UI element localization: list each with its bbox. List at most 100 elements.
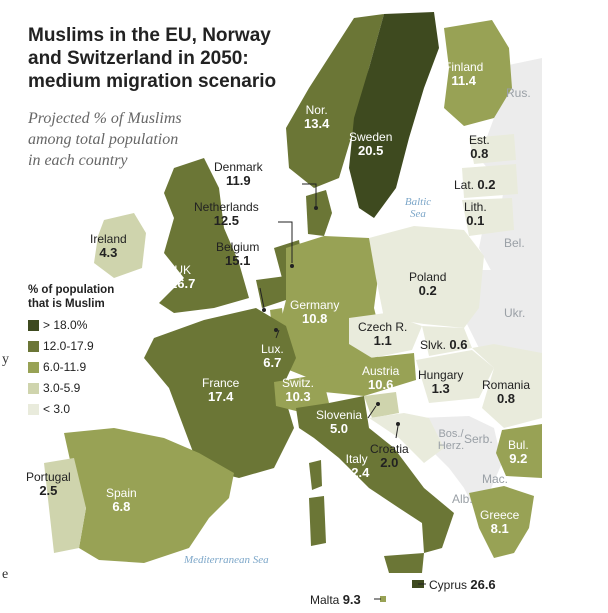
country-value: 10.3 bbox=[285, 389, 311, 404]
legend-title-line: that is Muslim bbox=[28, 298, 105, 310]
country-value: 0.1 bbox=[466, 213, 485, 228]
portugal-shape bbox=[44, 458, 86, 553]
legend-title-line: % of population bbox=[28, 284, 115, 296]
country-value: 20.5 bbox=[358, 143, 384, 158]
legend-title: % of population that is Muslim bbox=[28, 283, 114, 311]
lux-dot bbox=[274, 328, 278, 332]
country-name: Slvk. bbox=[420, 338, 447, 352]
lithuania-shape bbox=[462, 198, 514, 236]
legend-label: 3.0-5.9 bbox=[43, 381, 81, 395]
slovenia-leader bbox=[367, 405, 377, 419]
country-name: Romania bbox=[482, 378, 531, 392]
netherlands-dot bbox=[290, 264, 294, 268]
bulgaria-shape bbox=[496, 424, 542, 478]
uk-shape bbox=[159, 158, 249, 313]
country-value: 15.1 bbox=[225, 253, 251, 268]
netherlands-leader bbox=[278, 221, 293, 263]
country-name: Finland bbox=[444, 60, 484, 74]
country-label-netherlands: Netherlands 12.5 bbox=[194, 200, 259, 228]
country-label-luxembourg: Lux. 6.7 bbox=[261, 342, 284, 370]
label-baltic-sea: Baltic Sea bbox=[404, 196, 432, 220]
label-russia: Rus. bbox=[506, 86, 531, 100]
finland-shape bbox=[444, 20, 512, 126]
country-name: Lux. bbox=[261, 342, 284, 356]
poland-shape bbox=[369, 226, 484, 328]
denmark-dot bbox=[314, 206, 318, 210]
country-label-hungary: Hungary 1.3 bbox=[418, 368, 463, 396]
slovenia-shape bbox=[364, 392, 399, 418]
country-value: 10.6 bbox=[368, 377, 394, 392]
title-line: and Switzerland in 2050: bbox=[28, 48, 249, 69]
latvia-shape bbox=[462, 164, 518, 198]
country-label-switzerland: Switz. 10.3 bbox=[282, 376, 314, 404]
slovakia-shape bbox=[422, 326, 472, 356]
spain-shape bbox=[64, 428, 234, 563]
country-name: Bul. bbox=[508, 438, 529, 452]
title-line: medium migration scenario bbox=[28, 71, 277, 92]
country-name: France bbox=[202, 376, 240, 390]
country-value: 0.6 bbox=[449, 337, 468, 352]
edge-fragment: y bbox=[2, 352, 9, 367]
country-value: 12.5 bbox=[213, 213, 240, 228]
country-name: Spain bbox=[106, 486, 137, 500]
legend-item: > 18.0% bbox=[28, 318, 87, 332]
country-value: 1.3 bbox=[431, 381, 450, 396]
country-label-croatia: Croatia 2.0 bbox=[370, 442, 409, 470]
country-name: Austria bbox=[362, 364, 400, 378]
country-name: Croatia bbox=[370, 442, 409, 456]
croatia-shape bbox=[369, 413, 444, 463]
country-value: 5.0 bbox=[329, 421, 349, 436]
legend-swatch bbox=[28, 340, 39, 352]
romania-shape bbox=[472, 344, 542, 428]
country-name: Sweden bbox=[349, 130, 393, 144]
balkans-shape bbox=[419, 416, 502, 508]
map-card: Muslims in the EU, Norway and Switzerlan… bbox=[24, 8, 542, 605]
country-label-italy: Italy 12.4 bbox=[344, 452, 369, 480]
belgium-shape bbox=[256, 276, 286, 308]
country-value: 13.4 bbox=[304, 116, 330, 131]
country-value: 16.7 bbox=[170, 276, 196, 291]
country-name: Lith. bbox=[464, 200, 487, 214]
denmark-leader bbox=[302, 183, 317, 206]
ireland-shape bbox=[94, 213, 146, 278]
france-shape bbox=[144, 308, 296, 478]
country-name: Lat. bbox=[454, 178, 475, 192]
country-value: 17.4 bbox=[208, 389, 234, 404]
country-label-norway: Nor. 13.4 bbox=[304, 103, 329, 131]
country-label-finland: Finland 11.4 bbox=[444, 60, 483, 88]
country-value: 11.9 bbox=[226, 173, 251, 188]
country-name: UK bbox=[174, 263, 191, 277]
belgium-leader bbox=[259, 287, 265, 309]
edge-fragment: e bbox=[2, 567, 9, 582]
country-label-germany: Germany 10.8 bbox=[290, 298, 339, 326]
country-value: 2.0 bbox=[380, 455, 399, 470]
legend-item: 12.0-17.9 bbox=[28, 339, 94, 353]
country-name: Nor. bbox=[305, 103, 328, 117]
ukraine-shape bbox=[464, 270, 542, 370]
subtitle-line: in each country bbox=[28, 152, 128, 169]
switzerland-shape bbox=[274, 374, 329, 413]
country-name: Est. bbox=[469, 133, 490, 147]
country-name: Switz. bbox=[282, 376, 315, 390]
title-line: Muslims in the EU, Norway bbox=[28, 25, 271, 46]
country-value: 0.2 bbox=[418, 283, 437, 298]
country-name: Italy bbox=[345, 452, 368, 466]
country-label-slovenia: Slovenia 5.0 bbox=[316, 408, 362, 436]
country-value: 10.8 bbox=[302, 311, 328, 326]
label-mediterranean-sea: Mediterranean Sea bbox=[184, 554, 269, 566]
country-label-ireland: Ireland 4.3 bbox=[90, 232, 127, 260]
label-ukraine: Ukr. bbox=[504, 306, 526, 320]
country-label-poland: Poland 0.2 bbox=[409, 270, 446, 298]
country-value: 6.7 bbox=[263, 355, 282, 370]
country-name: Czech R. bbox=[358, 320, 408, 334]
country-value: 8.1 bbox=[490, 521, 509, 536]
legend-label: 6.0-11.9 bbox=[43, 360, 87, 374]
country-name: Germany bbox=[290, 298, 340, 312]
country-value: 9.3 bbox=[342, 592, 361, 606]
country-label-portugal: Portugal 2.5 bbox=[26, 470, 71, 498]
czech-shape bbox=[349, 313, 422, 358]
country-name: Denmark bbox=[214, 160, 263, 174]
slovenia-dot bbox=[376, 402, 380, 406]
croatia-leader bbox=[395, 425, 399, 439]
country-value: 1.1 bbox=[373, 333, 392, 348]
